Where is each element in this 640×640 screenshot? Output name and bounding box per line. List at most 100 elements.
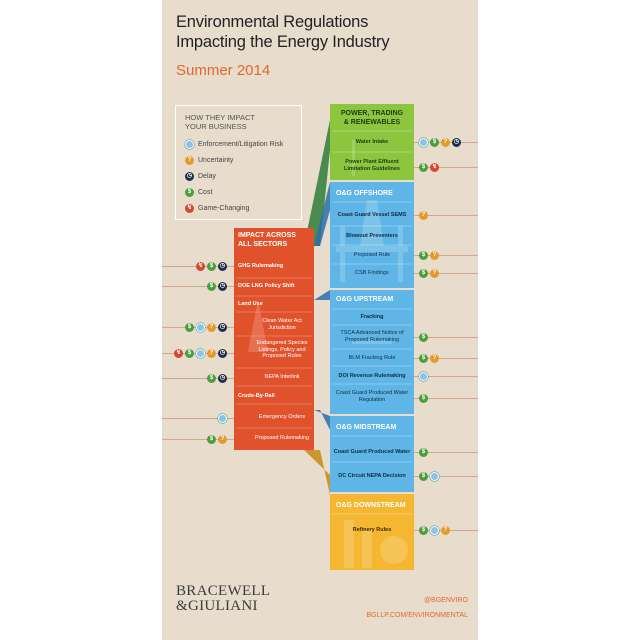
offshore-item: Coast Guard Vessel SEMS <box>337 212 407 218</box>
upstream-item: Fracking <box>360 314 384 320</box>
delay-icon: ◷ <box>185 172 194 181</box>
uncertainty-icon: ? <box>441 526 450 535</box>
cost-icon: $ <box>419 472 428 481</box>
game-changing-icon: ↯ <box>185 204 194 213</box>
legend-item-delay: ◷ Delay <box>185 172 216 181</box>
all-sectors-separators <box>236 277 312 429</box>
cost-icon: $ <box>419 163 428 172</box>
cost-icon: $ <box>419 394 428 403</box>
brand-line-1: BRACEWELL <box>176 583 271 599</box>
all-sectors-item: Crude-By-Rail <box>238 393 275 399</box>
cost-icon: $ <box>207 374 216 383</box>
guide-line <box>162 378 234 379</box>
oil-rig-deck <box>336 246 408 252</box>
cost-icon: $ <box>185 188 194 197</box>
enforcement-icon <box>218 414 227 423</box>
background-illustrations <box>248 140 408 568</box>
right-column-separators <box>332 130 412 515</box>
oil-rig-leg <box>398 226 403 282</box>
guide-line <box>162 439 234 440</box>
cost-icon: $ <box>430 138 439 147</box>
legend-title-line-2: YOUR BUSINESS <box>185 122 247 131</box>
game-changing-icon: ↯ <box>174 349 183 358</box>
legend-label: Delay <box>198 173 216 180</box>
enforcement-icon <box>196 323 205 332</box>
all-sectors-item: Land Use <box>238 301 263 307</box>
all-sectors-panel <box>234 228 314 450</box>
icons-proposed-rulemaking: $ ? <box>207 435 227 444</box>
uncertainty-icon: ? <box>430 251 439 260</box>
all-sectors-title-1: IMPACT ACROSS <box>238 232 296 239</box>
cost-icon: $ <box>419 269 428 278</box>
legend-label: Cost <box>198 189 213 196</box>
website-link[interactable]: BGLLP.COM/ENVIRONMENTAL <box>366 612 468 619</box>
guide-line <box>414 273 478 274</box>
cost-icon: $ <box>419 251 428 260</box>
all-sectors-item: Proposed Rulemaking <box>254 435 310 441</box>
power-header: POWER, TRADING & RENEWABLES <box>332 110 412 127</box>
twitter-handle[interactable]: @BGENVIRO <box>423 597 468 604</box>
offshore-header: O&G OFFSHORE <box>336 190 393 197</box>
ribbon-upstream <box>314 290 330 300</box>
icons-tsca: $ <box>419 333 428 342</box>
upstream-item: DOI Revenue Rulemaking <box>338 373 406 379</box>
cost-icon: $ <box>419 526 428 535</box>
delay-icon: ◷ <box>218 323 227 332</box>
legend-item-enforcement: Enforcement/Litigation Risk <box>185 140 283 149</box>
guide-line <box>414 398 478 399</box>
guide-line <box>414 255 478 256</box>
icons-blm-fracking: $ ? <box>419 354 439 363</box>
uncertainty-icon: ? <box>207 323 216 332</box>
guide-line <box>414 167 478 168</box>
brand-line-2: &GIULIANI <box>176 598 258 614</box>
enforcement-icon <box>419 138 428 147</box>
icons-proposed-rule: $ ? <box>419 251 439 260</box>
power-panel <box>330 104 414 180</box>
icons-clean-water-act: $ ? ◷ <box>185 323 227 332</box>
cost-icon: $ <box>419 448 428 457</box>
impact-legend: HOW THEY IMPACT YOUR BUSINESS Enforcemen… <box>175 105 302 220</box>
offshore-item: Blowout Preventers <box>346 233 398 239</box>
cost-icon: $ <box>207 282 216 291</box>
infographic-poster: Environmental Regulations Impacting the … <box>162 0 478 640</box>
ribbon-offshore <box>314 182 330 246</box>
upstream-item: TSCA Advanced Notice of Proposed Rulemak… <box>340 330 404 343</box>
legend-title: HOW THEY IMPACT YOUR BUSINESS <box>185 113 255 131</box>
icons-endangered-species: ↯ $ ? ◷ <box>174 349 227 358</box>
upstream-item: Coast Guard Produced Water Regulation <box>335 390 409 403</box>
delay-icon: ◷ <box>452 138 461 147</box>
legend-label: Uncertainty <box>198 157 234 164</box>
all-sectors-header: IMPACT ACROSS ALL SECTORS <box>238 232 312 249</box>
guide-line <box>162 286 234 287</box>
guide-line <box>414 215 478 216</box>
cost-icon: $ <box>207 435 216 444</box>
refinery-tower <box>362 530 372 568</box>
offshore-item: Proposed Rule <box>353 252 391 258</box>
uncertainty-icon: ? <box>207 349 216 358</box>
enforcement-icon <box>185 140 194 149</box>
title-line-2: Impacting the Energy Industry <box>176 33 390 51</box>
legend-item-game-changing: ↯ Game-Changing <box>185 204 249 213</box>
downstream-panel <box>330 494 414 570</box>
midstream-panel <box>330 416 414 492</box>
icons-water-intake: $ ? ◷ <box>419 138 461 147</box>
guide-line <box>414 476 478 477</box>
all-sectors-item: Clean Water Act Jurisdiction <box>262 318 302 331</box>
brand-logo: BRACEWELL &GIULIANI <box>176 584 270 614</box>
cost-icon: $ <box>185 349 194 358</box>
guide-line <box>414 376 478 377</box>
cost-icon: $ <box>419 354 428 363</box>
legend-item-uncertainty: ? Uncertainty <box>185 156 233 165</box>
power-item: Power Plant Effluent Limitation Guidelin… <box>344 159 400 172</box>
enforcement-icon <box>419 372 428 381</box>
all-sectors-item: Endangered Species Listings, Policy and … <box>256 340 308 359</box>
wind-turbine <box>352 140 355 176</box>
icons-power-plant-effluent: $ ↯ <box>419 163 439 172</box>
uncertainty-icon: ? <box>419 211 428 220</box>
all-sectors-item: NEPA Interlink <box>264 374 300 380</box>
oil-rig-derrick <box>360 200 384 246</box>
icons-coast-guard-produced-water: $ <box>419 448 428 457</box>
icons-coast-guard-sems: ? <box>419 211 428 220</box>
oil-rig-leg <box>340 226 345 282</box>
uncertainty-icon: ? <box>441 138 450 147</box>
